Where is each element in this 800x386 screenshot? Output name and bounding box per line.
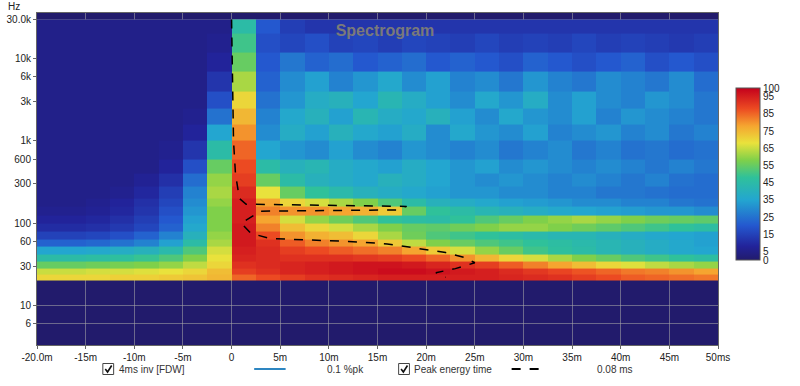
- svg-text:85: 85: [763, 108, 775, 119]
- svg-text:Hz: Hz: [8, 1, 20, 12]
- svg-text:5: 5: [763, 246, 769, 257]
- svg-text:-10m: -10m: [123, 352, 146, 363]
- svg-text:Spectrogram: Spectrogram: [336, 22, 435, 39]
- svg-text:45: 45: [763, 177, 775, 188]
- svg-text:10m: 10m: [319, 352, 338, 363]
- svg-text:30: 30: [20, 261, 32, 272]
- svg-text:100: 100: [14, 218, 31, 229]
- svg-text:75: 75: [763, 126, 775, 137]
- svg-text:-15m: -15m: [74, 352, 97, 363]
- svg-text:95: 95: [763, 91, 775, 102]
- svg-text:30.0k: 30.0k: [7, 14, 32, 25]
- svg-text:-20.0m: -20.0m: [21, 352, 52, 363]
- svg-text:20m: 20m: [416, 352, 435, 363]
- svg-text:6: 6: [25, 318, 31, 329]
- svg-text:65: 65: [763, 143, 775, 154]
- svg-text:50ms: 50ms: [706, 352, 730, 363]
- svg-text:35m: 35m: [562, 352, 581, 363]
- svg-text:Peak energy time: Peak energy time: [414, 364, 492, 375]
- svg-text:100: 100: [763, 83, 780, 94]
- svg-text:5m: 5m: [273, 352, 287, 363]
- svg-text:1k: 1k: [20, 135, 32, 146]
- svg-text:300: 300: [14, 178, 31, 189]
- svg-text:4ms inv [FDW]: 4ms inv [FDW]: [119, 364, 185, 375]
- svg-text:25m: 25m: [465, 352, 484, 363]
- svg-text:0: 0: [763, 255, 769, 266]
- svg-text:15: 15: [763, 229, 775, 240]
- svg-text:-5m: -5m: [174, 352, 191, 363]
- svg-text:6k: 6k: [20, 71, 32, 82]
- svg-text:0.1 %pk: 0.1 %pk: [327, 364, 364, 375]
- svg-text:55: 55: [763, 160, 775, 171]
- svg-text:35: 35: [763, 194, 775, 205]
- svg-text:60: 60: [20, 236, 32, 247]
- svg-text:3k: 3k: [20, 96, 32, 107]
- svg-text:40m: 40m: [611, 352, 630, 363]
- svg-text:30m: 30m: [514, 352, 533, 363]
- svg-text:25: 25: [763, 212, 775, 223]
- svg-text:600: 600: [14, 154, 31, 165]
- svg-text:10: 10: [20, 300, 32, 311]
- svg-text:10k: 10k: [15, 53, 32, 64]
- svg-text:45m: 45m: [660, 352, 679, 363]
- svg-text:15m: 15m: [368, 352, 387, 363]
- svg-text:0.08 ms: 0.08 ms: [597, 364, 633, 375]
- svg-text:0: 0: [229, 352, 235, 363]
